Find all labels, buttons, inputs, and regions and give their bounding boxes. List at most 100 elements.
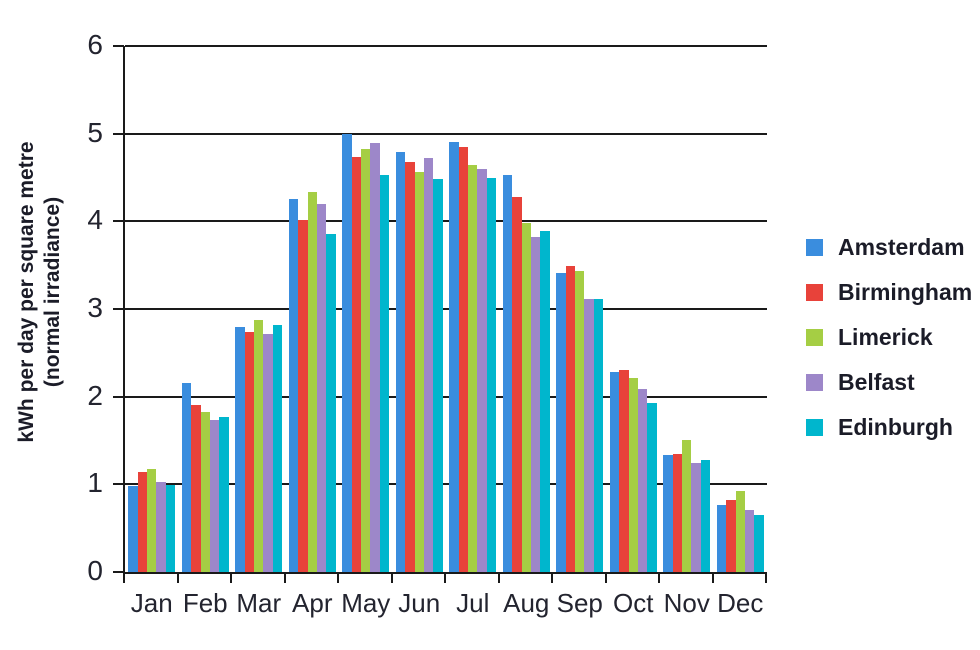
- x-tick-label-may: May: [341, 588, 391, 618]
- legend-swatch-amsterdam: [806, 238, 823, 256]
- bar-edinburgh-apr: [326, 233, 336, 572]
- bar-birmingham-oct: [619, 370, 629, 572]
- x-tick-label-jan: Jan: [130, 588, 173, 618]
- x-tick-label-nov: Nov: [663, 588, 710, 618]
- x-tick-mark-12: [765, 572, 767, 583]
- bar-group-jan: [125, 46, 179, 572]
- y-axis-line: [123, 46, 125, 583]
- bar-edinburgh-aug: [540, 230, 550, 572]
- bar-amsterdam-feb: [181, 382, 192, 572]
- legend-label-belfast: Belfast: [838, 368, 915, 395]
- bar-limerick-jan: [147, 469, 157, 572]
- bar-edinburgh-dec: [754, 515, 764, 572]
- bar-belfast-aug: [530, 237, 541, 572]
- bar-amsterdam-apr: [288, 198, 299, 572]
- x-tick-label-mar: Mar: [236, 588, 282, 618]
- x-tick-mark-11: [711, 572, 714, 583]
- bar-birmingham-may: [351, 157, 362, 572]
- legend-item-edinburgh: Edinburgh: [806, 414, 972, 440]
- bar-group-feb: [179, 46, 233, 572]
- bar-group-apr: [286, 46, 340, 572]
- bar-group-oct: [607, 46, 661, 572]
- bar-edinburgh-sep: [593, 299, 604, 572]
- bar-belfast-jan: [156, 481, 166, 572]
- bar-amsterdam-mar: [235, 326, 245, 572]
- bar-limerick-feb: [200, 412, 210, 572]
- bar-edinburgh-jan: [165, 485, 176, 572]
- bar-birmingham-feb: [191, 405, 201, 572]
- y-tick-mark-3: [113, 308, 124, 310]
- x-tick-label-sep: Sep: [556, 588, 603, 618]
- x-tick-label-feb: Feb: [182, 588, 228, 618]
- y-tick-mark-4: [113, 220, 124, 223]
- y-tick-mark-5: [113, 132, 124, 135]
- x-tick-label-apr: Apr: [292, 588, 333, 618]
- bar-amsterdam-jul: [449, 142, 459, 572]
- legend-item-birmingham: Birmingham: [806, 279, 972, 305]
- plot-area: [125, 45, 767, 574]
- bar-amsterdam-oct: [609, 372, 620, 572]
- bar-limerick-may: [361, 149, 371, 572]
- bar-group-nov: [660, 46, 714, 572]
- y-tick-label-5: 5: [87, 116, 103, 148]
- bar-limerick-mar: [254, 320, 264, 572]
- x-tick-mark-3: [283, 572, 286, 583]
- x-tick-mark-4: [337, 572, 339, 583]
- bar-group-may: [339, 46, 393, 572]
- legend-label-birmingham: Birmingham: [838, 278, 973, 305]
- y-axis-title-line2: (normal irradiance): [41, 196, 64, 388]
- bar-belfast-jun: [423, 158, 434, 572]
- bar-birmingham-aug: [512, 196, 522, 572]
- x-tick-mark-5: [390, 572, 393, 583]
- x-tick-label-aug: Aug: [503, 588, 550, 618]
- legend-label-amsterdam: Amsterdam: [838, 233, 965, 260]
- bar-amsterdam-jan: [128, 486, 138, 572]
- bar-edinburgh-oct: [647, 402, 657, 572]
- legend: Amsterdam Birmingham Limerick Belfast Edinbu…: [806, 234, 972, 459]
- bar-birmingham-nov: [672, 453, 683, 572]
- x-tick-mark-8: [551, 572, 553, 583]
- x-tick-mark-7: [497, 572, 500, 583]
- bar-limerick-jun: [414, 172, 424, 572]
- x-tick-label-dec: Dec: [717, 588, 764, 618]
- y-tick-label-3: 3: [87, 292, 103, 323]
- y-tick-mark-1: [113, 483, 124, 486]
- legend-item-amsterdam: Amsterdam: [806, 234, 972, 260]
- gridline-2: [125, 395, 767, 398]
- legend-swatch-limerick: [806, 328, 823, 346]
- bar-belfast-sep: [584, 299, 594, 572]
- bar-birmingham-jan: [137, 472, 148, 572]
- bar-belfast-jul: [477, 168, 487, 572]
- bar-edinburgh-nov: [700, 459, 711, 572]
- bar-group-jul: [446, 46, 500, 572]
- y-tick-label-2: 2: [87, 379, 103, 411]
- bar-edinburgh-may: [379, 174, 390, 572]
- y-tick-mark-0: [113, 571, 124, 573]
- bar-belfast-oct: [637, 388, 648, 572]
- bar-belfast-may: [370, 143, 380, 572]
- bar-birmingham-jul: [458, 146, 469, 572]
- x-tick-mark-0: [123, 572, 125, 583]
- x-tick-mark-10: [658, 572, 660, 583]
- legend-swatch-edinburgh: [806, 418, 823, 436]
- legend-item-belfast: Belfast: [806, 369, 972, 395]
- bar-limerick-dec: [735, 491, 745, 572]
- x-tick-mark-9: [604, 572, 607, 583]
- bar-birmingham-sep: [565, 266, 576, 572]
- bar-amsterdam-sep: [556, 273, 566, 572]
- x-tick-mark-1: [176, 572, 179, 583]
- gridline-4: [125, 220, 767, 223]
- x-tick-label-jul: Jul: [456, 588, 490, 618]
- bar-limerick-aug: [521, 223, 531, 572]
- x-tick-mark-2: [230, 572, 232, 583]
- gridline-5: [125, 132, 767, 135]
- bar-birmingham-mar: [244, 331, 255, 572]
- y-tick-label-6: 6: [87, 29, 103, 60]
- bar-group-jun: [393, 46, 447, 572]
- bar-belfast-nov: [691, 463, 701, 572]
- bar-edinburgh-feb: [219, 416, 229, 572]
- legend-swatch-belfast: [806, 373, 823, 391]
- bar-group-mar: [232, 46, 286, 572]
- bar-amsterdam-nov: [663, 455, 673, 572]
- bar-limerick-apr: [307, 192, 317, 572]
